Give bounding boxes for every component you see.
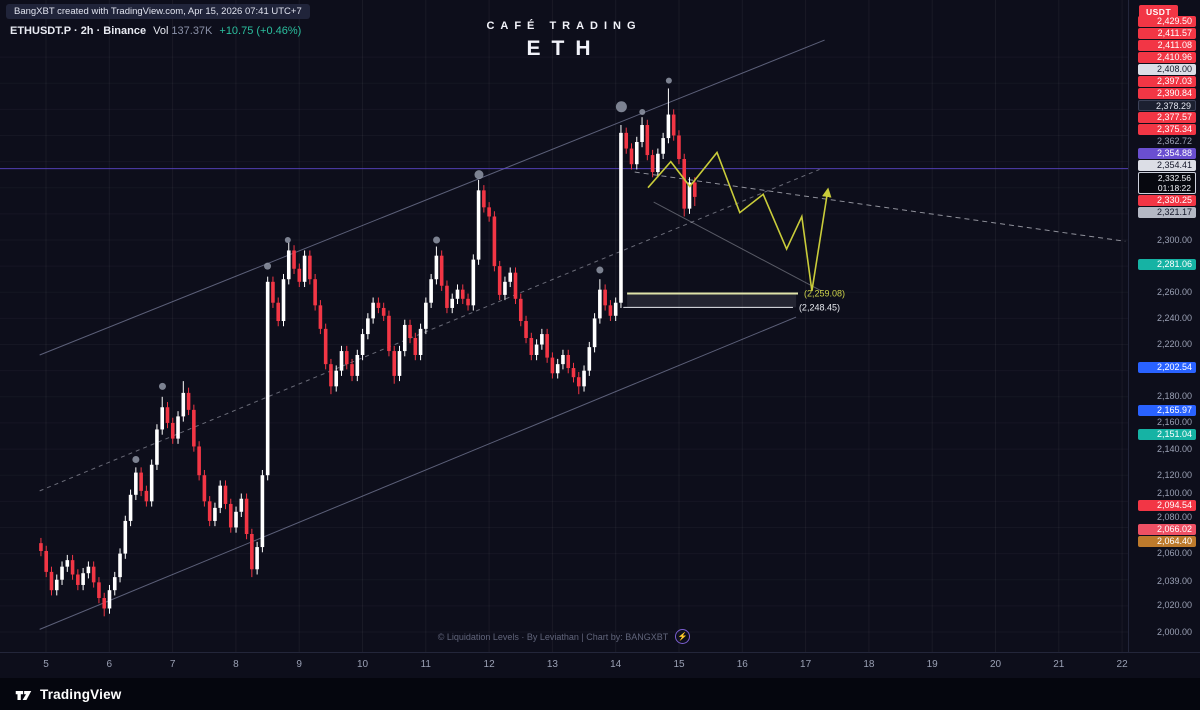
tradingview-wordmark[interactable]: TradingView — [40, 686, 122, 702]
price-level-badge: 2,202.54 — [1138, 361, 1196, 373]
time-label: 14 — [610, 659, 622, 670]
time-label: 5 — [43, 659, 49, 670]
time-label: 13 — [546, 659, 558, 670]
time-label: 18 — [863, 659, 875, 670]
candlestick-chart[interactable]: (2,259.08) (2,248.45) — [0, 0, 1128, 652]
price-level-badge: 2,330.25 — [1138, 194, 1196, 206]
price-level-badge: 2,354.41 — [1138, 159, 1196, 171]
price-level-badge: 2,397.03 — [1138, 75, 1196, 87]
grid — [45, 0, 1123, 652]
price-level-badge: 2,066.02 — [1138, 524, 1196, 536]
price-gridline-label: 2,020.00 — [1156, 600, 1192, 611]
price-gridline-label: 2,160.00 — [1156, 417, 1192, 428]
liquidation-zone — [627, 293, 797, 308]
time-axis[interactable]: 5 6 7 8 9 10 11 12 13 14 15 16 17 18 19 20 21 22 — [0, 652, 1200, 679]
price-level-badge: 2,064.40 — [1138, 536, 1196, 548]
time-label: 12 — [483, 659, 495, 670]
price-gridline-label: 2,300.00 — [1156, 234, 1192, 245]
price-level-badge: 2,408.00 — [1138, 63, 1196, 75]
time-label: 20 — [989, 659, 1002, 670]
projection-zigzag[interactable] — [647, 150, 832, 292]
price-level-badge: 2,411.08 — [1138, 39, 1196, 51]
price-gridline-label: 2,240.00 — [1156, 312, 1192, 323]
price-level-badge: 2,094.54 — [1138, 500, 1196, 512]
price-gridline-label: 2,060.00 — [1156, 548, 1192, 559]
channel-upper[interactable] — [39, 39, 825, 356]
usdt-badge[interactable]: USDT — [1139, 5, 1179, 19]
time-label: 17 — [800, 659, 812, 670]
price-level-badge: 2,165.97 — [1138, 405, 1196, 417]
time-label: 15 — [673, 659, 685, 670]
tradingview-logo-icon[interactable] — [14, 685, 33, 704]
price-gridline-label: 2,140.00 — [1156, 443, 1192, 454]
indicator-watermark: © Liquidation Levels · By Leviathan | Ch… — [0, 629, 1128, 644]
bar-countdown: 01:18:22 — [1157, 182, 1191, 193]
time-label: 8 — [233, 659, 239, 670]
time-label: 7 — [169, 659, 176, 670]
price-gridline-label: 2,220.00 — [1156, 339, 1192, 350]
price-gridline-label: 2,000.00 — [1156, 626, 1192, 637]
tradingview-footer: TradingView — [0, 678, 1200, 710]
channel-lower[interactable] — [39, 316, 797, 630]
liquidation-dots — [132, 77, 672, 464]
symbol-title[interactable]: ETHUSDT.P · 2h · Binance — [10, 25, 147, 37]
time-label: 9 — [296, 659, 302, 670]
price-level-badge: 2,378.29 — [1138, 99, 1196, 111]
time-label: 16 — [736, 659, 748, 670]
time-label: 6 — [106, 659, 113, 670]
time-label: 19 — [926, 659, 938, 670]
price-gridline-label: 2,080.00 — [1156, 512, 1192, 523]
trend-lines[interactable] — [39, 39, 1126, 630]
price-level-badge: 2,332.56 01:18:22 — [1138, 171, 1196, 194]
price-gridline-label: 2,362.72 — [1156, 135, 1192, 146]
price-gridline-label: 2,039.00 — [1156, 575, 1192, 586]
price-level-badge: 2,354.88 — [1138, 147, 1196, 159]
chart-region[interactable]: (2,259.08) (2,248.45) BangXBT created wit… — [0, 0, 1128, 652]
candles — [39, 88, 697, 617]
last-price: 2,332.56 — [1157, 172, 1191, 183]
correction-upper-dashed[interactable] — [634, 171, 1126, 242]
price-level-badge: 2,321.17 — [1138, 206, 1196, 218]
price-gridline-label: 2,100.00 — [1156, 488, 1192, 499]
time-label: 22 — [1116, 659, 1128, 670]
price-axis[interactable]: USDT 2,000.00 2,020.00 2,039.00 2,060.00 2,0… — [1128, 0, 1200, 652]
price-gridline-label: 2,180.00 — [1156, 391, 1192, 402]
price-level-badge: 2,377.57 — [1138, 111, 1196, 123]
price-gridline-label: 2,120.00 — [1156, 469, 1192, 480]
volume-value: 137.37K — [171, 25, 213, 37]
price-gridline-label: 2,260.00 — [1156, 286, 1192, 297]
level-label: (2,259.08) — [804, 288, 845, 298]
time-label: 21 — [1053, 659, 1065, 670]
level-label: (2,248.45) — [799, 302, 840, 312]
attribution-banner: BangXBT created with TradingView.com, Ap… — [6, 4, 310, 19]
price-level-badge: 2,411.57 — [1138, 27, 1196, 39]
time-label: 11 — [420, 659, 431, 670]
price-level-badge: 2,151.04 — [1138, 429, 1196, 441]
price-level-badge: 2,281.06 — [1138, 259, 1196, 271]
volume-label: Vol — [153, 25, 169, 37]
correction-lower[interactable] — [653, 201, 822, 292]
symbol-info[interactable]: ETHUSDT.P · 2h · Binance Vol 137.37K +10… — [10, 25, 301, 37]
price-level-badge: 2,375.34 — [1138, 123, 1196, 135]
price-level-badge: 2,390.84 — [1138, 87, 1196, 99]
time-label: 10 — [356, 659, 369, 670]
lightning-icon: ⚡ — [675, 629, 691, 644]
watermark-text: © Liquidation Levels · By Leviathan | Ch… — [437, 631, 669, 642]
price-change: +10.75 (+0.46%) — [219, 25, 302, 37]
price-level-badge: 2,410.96 — [1138, 51, 1196, 63]
price-level-badge: 2,429.50 — [1138, 15, 1196, 27]
